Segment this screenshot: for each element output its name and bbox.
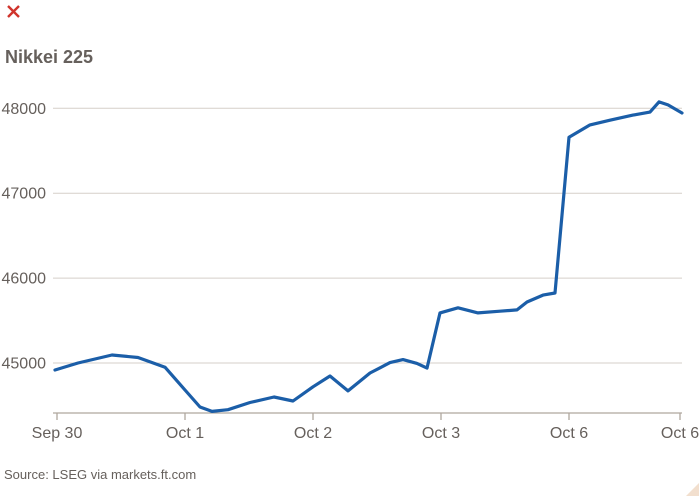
close-icon-stroke: [7, 5, 20, 18]
y-tick-label: 46000: [2, 271, 47, 288]
gridlines: [53, 107, 682, 364]
price-line-series: [53, 100, 684, 413]
x-tick-label: Oct 6: [550, 425, 588, 442]
x-axis-labels: Sep 30 Oct 1 Oct 2 Oct 3 Oct 6 Oct 6: [32, 425, 700, 442]
y-axis-labels: 45000 46000 47000 48000: [2, 101, 47, 373]
y-tick-label: 48000: [2, 101, 47, 118]
x-tick-label: Oct 6: [661, 425, 699, 442]
x-tick-label: Oct 3: [422, 425, 460, 442]
resize-handle-icon[interactable]: [686, 483, 699, 496]
source-text: Source: LSEG via markets.ft.com: [4, 467, 196, 482]
x-tick-label: Sep 30: [32, 425, 83, 442]
x-tick-label: Oct 2: [294, 425, 332, 442]
chart-title: Nikkei 225: [5, 47, 93, 67]
x-tick-label: Oct 1: [166, 425, 204, 442]
x-axis: [53, 412, 682, 420]
close-icon[interactable]: [7, 5, 20, 18]
y-tick-label: 47000: [2, 186, 47, 203]
y-tick-label: 45000: [2, 356, 47, 373]
